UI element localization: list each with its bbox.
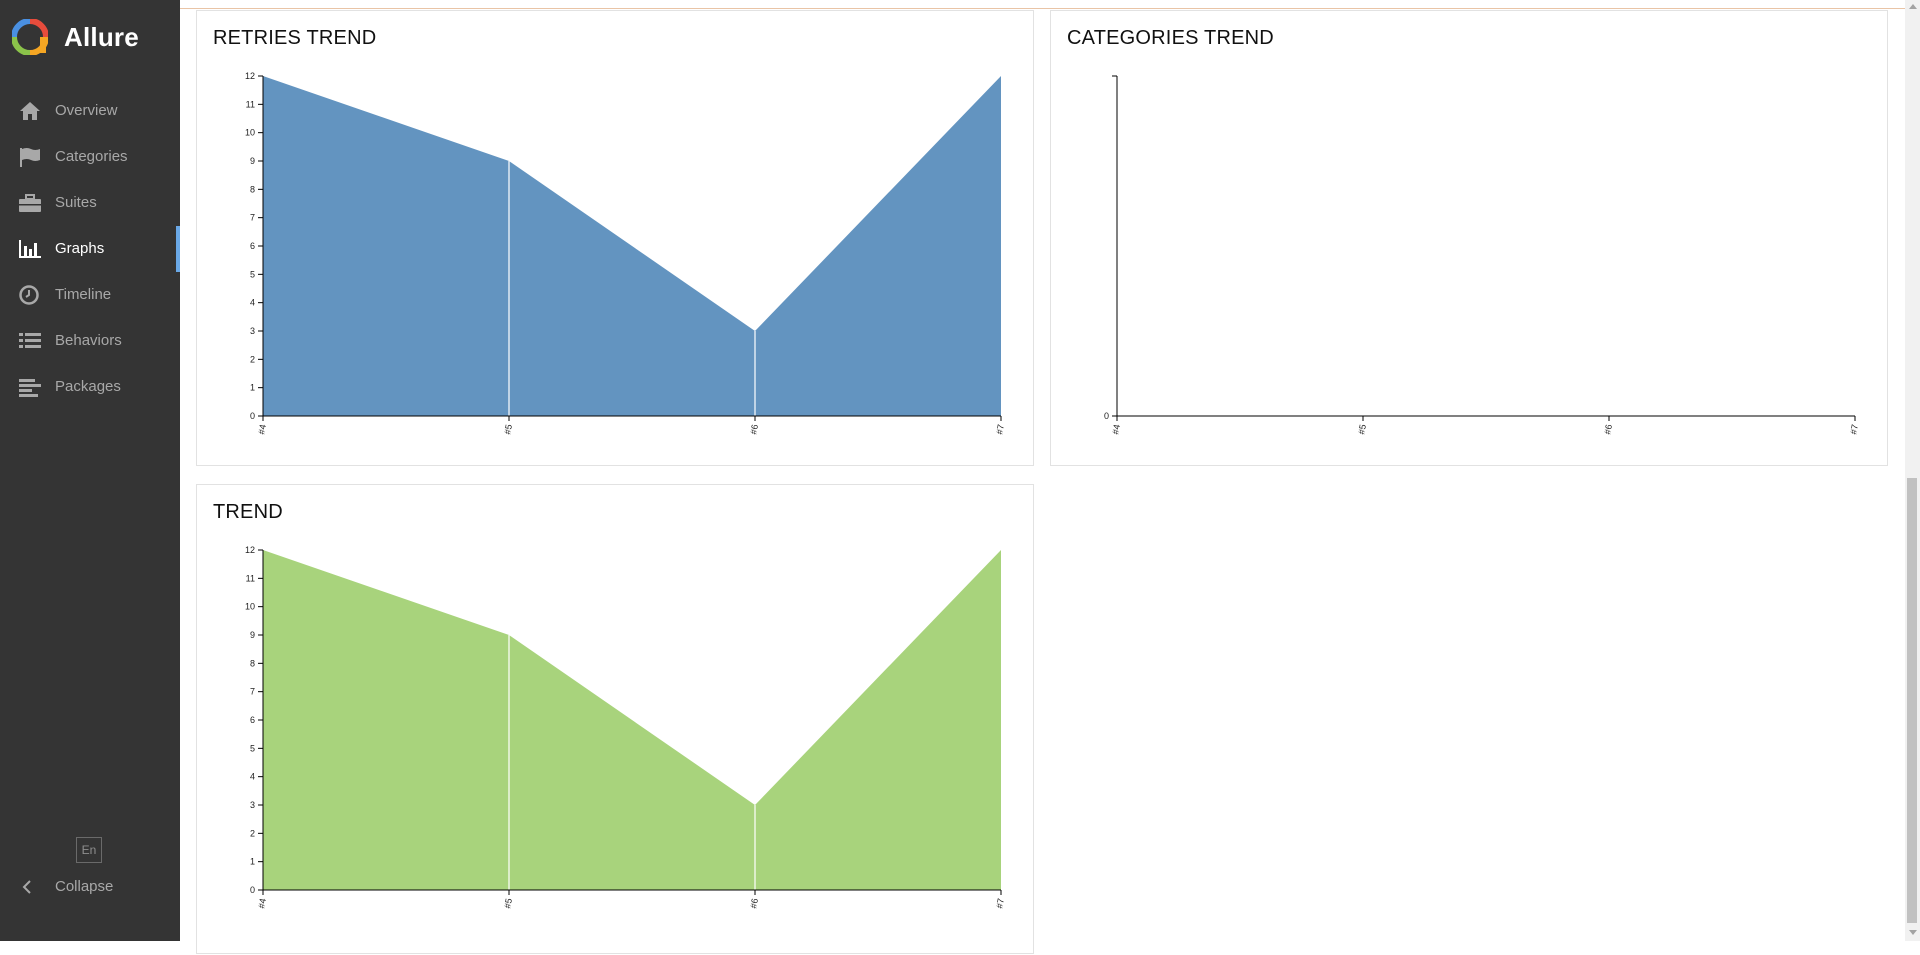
sidebar-item-suites[interactable]: Suites	[0, 180, 180, 226]
list-icon	[19, 333, 41, 348]
allure-logo-icon	[12, 19, 48, 55]
y-tick-label: 0	[250, 885, 255, 895]
vertical-scrollbar[interactable]	[1905, 0, 1920, 941]
y-tick-label: 11	[246, 573, 255, 583]
y-tick-label: 1	[250, 857, 255, 867]
sidebar-item-categories[interactable]: Categories	[0, 134, 180, 180]
widget-title: CATEGORIES TREND	[1067, 27, 1274, 49]
sidebar-item-label: Suites	[55, 194, 97, 211]
sidebar-item-packages[interactable]: Packages	[0, 364, 180, 410]
y-tick-label: 4	[250, 772, 255, 782]
y-tick-label: 7	[250, 687, 255, 697]
x-tick-label: #6	[748, 424, 760, 436]
x-tick-label: #4	[256, 424, 268, 436]
align-left-icon	[19, 379, 41, 397]
x-tick-label: #4	[1110, 424, 1122, 436]
collapse-label: Collapse	[55, 878, 114, 895]
y-tick-label: 10	[245, 602, 255, 612]
sidebar-nav: Overview Categories Suites	[0, 88, 180, 410]
trend-widget: TREND 0 1 2 3 4 5 6 7 8 9 10 11 12 #4 #5 #6 #7	[196, 484, 1034, 954]
y-tick-label: 9	[250, 156, 255, 166]
brand[interactable]: Allure	[12, 18, 139, 56]
language-button[interactable]: En	[76, 837, 102, 863]
y-tick-label: 10	[245, 128, 255, 138]
y-tick-label: 8	[250, 658, 255, 668]
briefcase-icon	[19, 194, 41, 212]
y-tick-label: 3	[250, 326, 255, 336]
y-tick-label: 5	[250, 269, 255, 279]
scroll-down-arrow-icon[interactable]	[1909, 930, 1917, 935]
y-tick-label: 6	[250, 715, 255, 725]
sidebar-item-timeline[interactable]: Timeline	[0, 272, 180, 318]
sidebar-item-label: Behaviors	[55, 332, 122, 349]
scroll-up-arrow-icon[interactable]	[1909, 4, 1917, 9]
chevron-left-icon	[22, 880, 31, 894]
series-area	[263, 76, 1001, 416]
x-tick-label: #6	[748, 898, 760, 910]
y-tick-label: 0	[250, 411, 255, 421]
sidebar-item-graphs[interactable]: Graphs	[0, 226, 180, 272]
retries-trend-widget: RETRIES TREND 0 1 2 3 4 5 6 7 8 9 10 11 12 #4 #5 #6 #7	[196, 10, 1034, 466]
y-tick-label: 6	[250, 241, 255, 251]
widget-title: RETRIES TREND	[213, 27, 377, 49]
y-tick-label: 1	[250, 383, 255, 393]
top-accent-line	[180, 8, 1905, 9]
x-tick-label: #6	[1602, 424, 1614, 436]
x-tick-label: #7	[1848, 424, 1860, 436]
sidebar-item-label: Overview	[55, 102, 118, 119]
home-icon	[20, 102, 40, 120]
collapse-button[interactable]: Collapse	[0, 870, 180, 904]
sidebar-item-label: Graphs	[55, 240, 105, 257]
app-name: Allure	[64, 21, 139, 52]
sidebar-item-behaviors[interactable]: Behaviors	[0, 318, 180, 364]
x-tick-label: #4	[256, 898, 268, 910]
y-tick-label: 9	[250, 630, 255, 640]
x-tick-label: #5	[1356, 424, 1368, 436]
x-tick-label: #7	[994, 424, 1006, 436]
y-tick-label: 3	[250, 800, 255, 810]
x-tick-label: #7	[994, 898, 1006, 910]
scroll-thumb[interactable]	[1907, 478, 1917, 923]
series-area	[263, 550, 1001, 890]
y-tick-label: 2	[250, 828, 255, 838]
widget-title: TREND	[213, 501, 283, 523]
y-tick-label: 0	[1104, 411, 1109, 421]
clock-icon	[19, 285, 39, 305]
sidebar-item-label: Packages	[55, 378, 121, 395]
y-tick-label: 12	[245, 71, 255, 81]
sidebar: Allure Overview Categories Suites	[0, 0, 180, 941]
sidebar-item-label: Timeline	[55, 286, 112, 303]
categories-trend-widget: CATEGORIES TREND 0 #4 #5 #6 #7	[1050, 10, 1888, 466]
x-tick-label: #5	[502, 898, 514, 910]
y-tick-label: 11	[246, 99, 255, 109]
categories-trend-chart: 0#4 #5 #6 #7	[1104, 75, 1860, 436]
y-tick-label: 5	[250, 743, 255, 753]
x-tick-label: #5	[502, 424, 514, 436]
y-tick-label: 4	[250, 298, 255, 308]
sidebar-item-label: Categories	[55, 148, 128, 165]
flag-icon	[20, 148, 40, 167]
y-tick-label: 2	[250, 354, 255, 364]
bar-chart-icon	[19, 240, 41, 258]
y-tick-label: 8	[250, 184, 255, 194]
sidebar-item-overview[interactable]: Overview	[0, 88, 180, 134]
y-tick-label: 12	[245, 545, 255, 555]
y-tick-label: 7	[250, 213, 255, 223]
